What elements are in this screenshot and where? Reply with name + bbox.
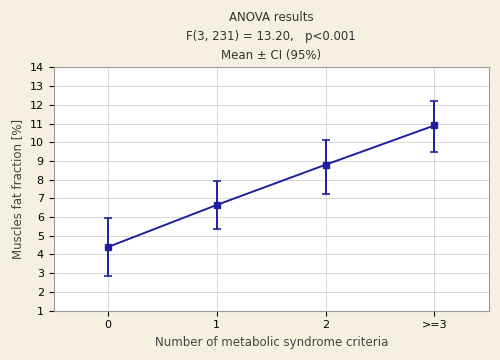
X-axis label: Number of metabolic syndrome criteria: Number of metabolic syndrome criteria: [154, 336, 388, 349]
Title: ANOVA results
F(3, 231) = 13.20,   p<0.001
Mean ± CI (95%): ANOVA results F(3, 231) = 13.20, p<0.001…: [186, 11, 356, 62]
Y-axis label: Muscles fat fraction [%]: Muscles fat fraction [%]: [11, 119, 24, 259]
